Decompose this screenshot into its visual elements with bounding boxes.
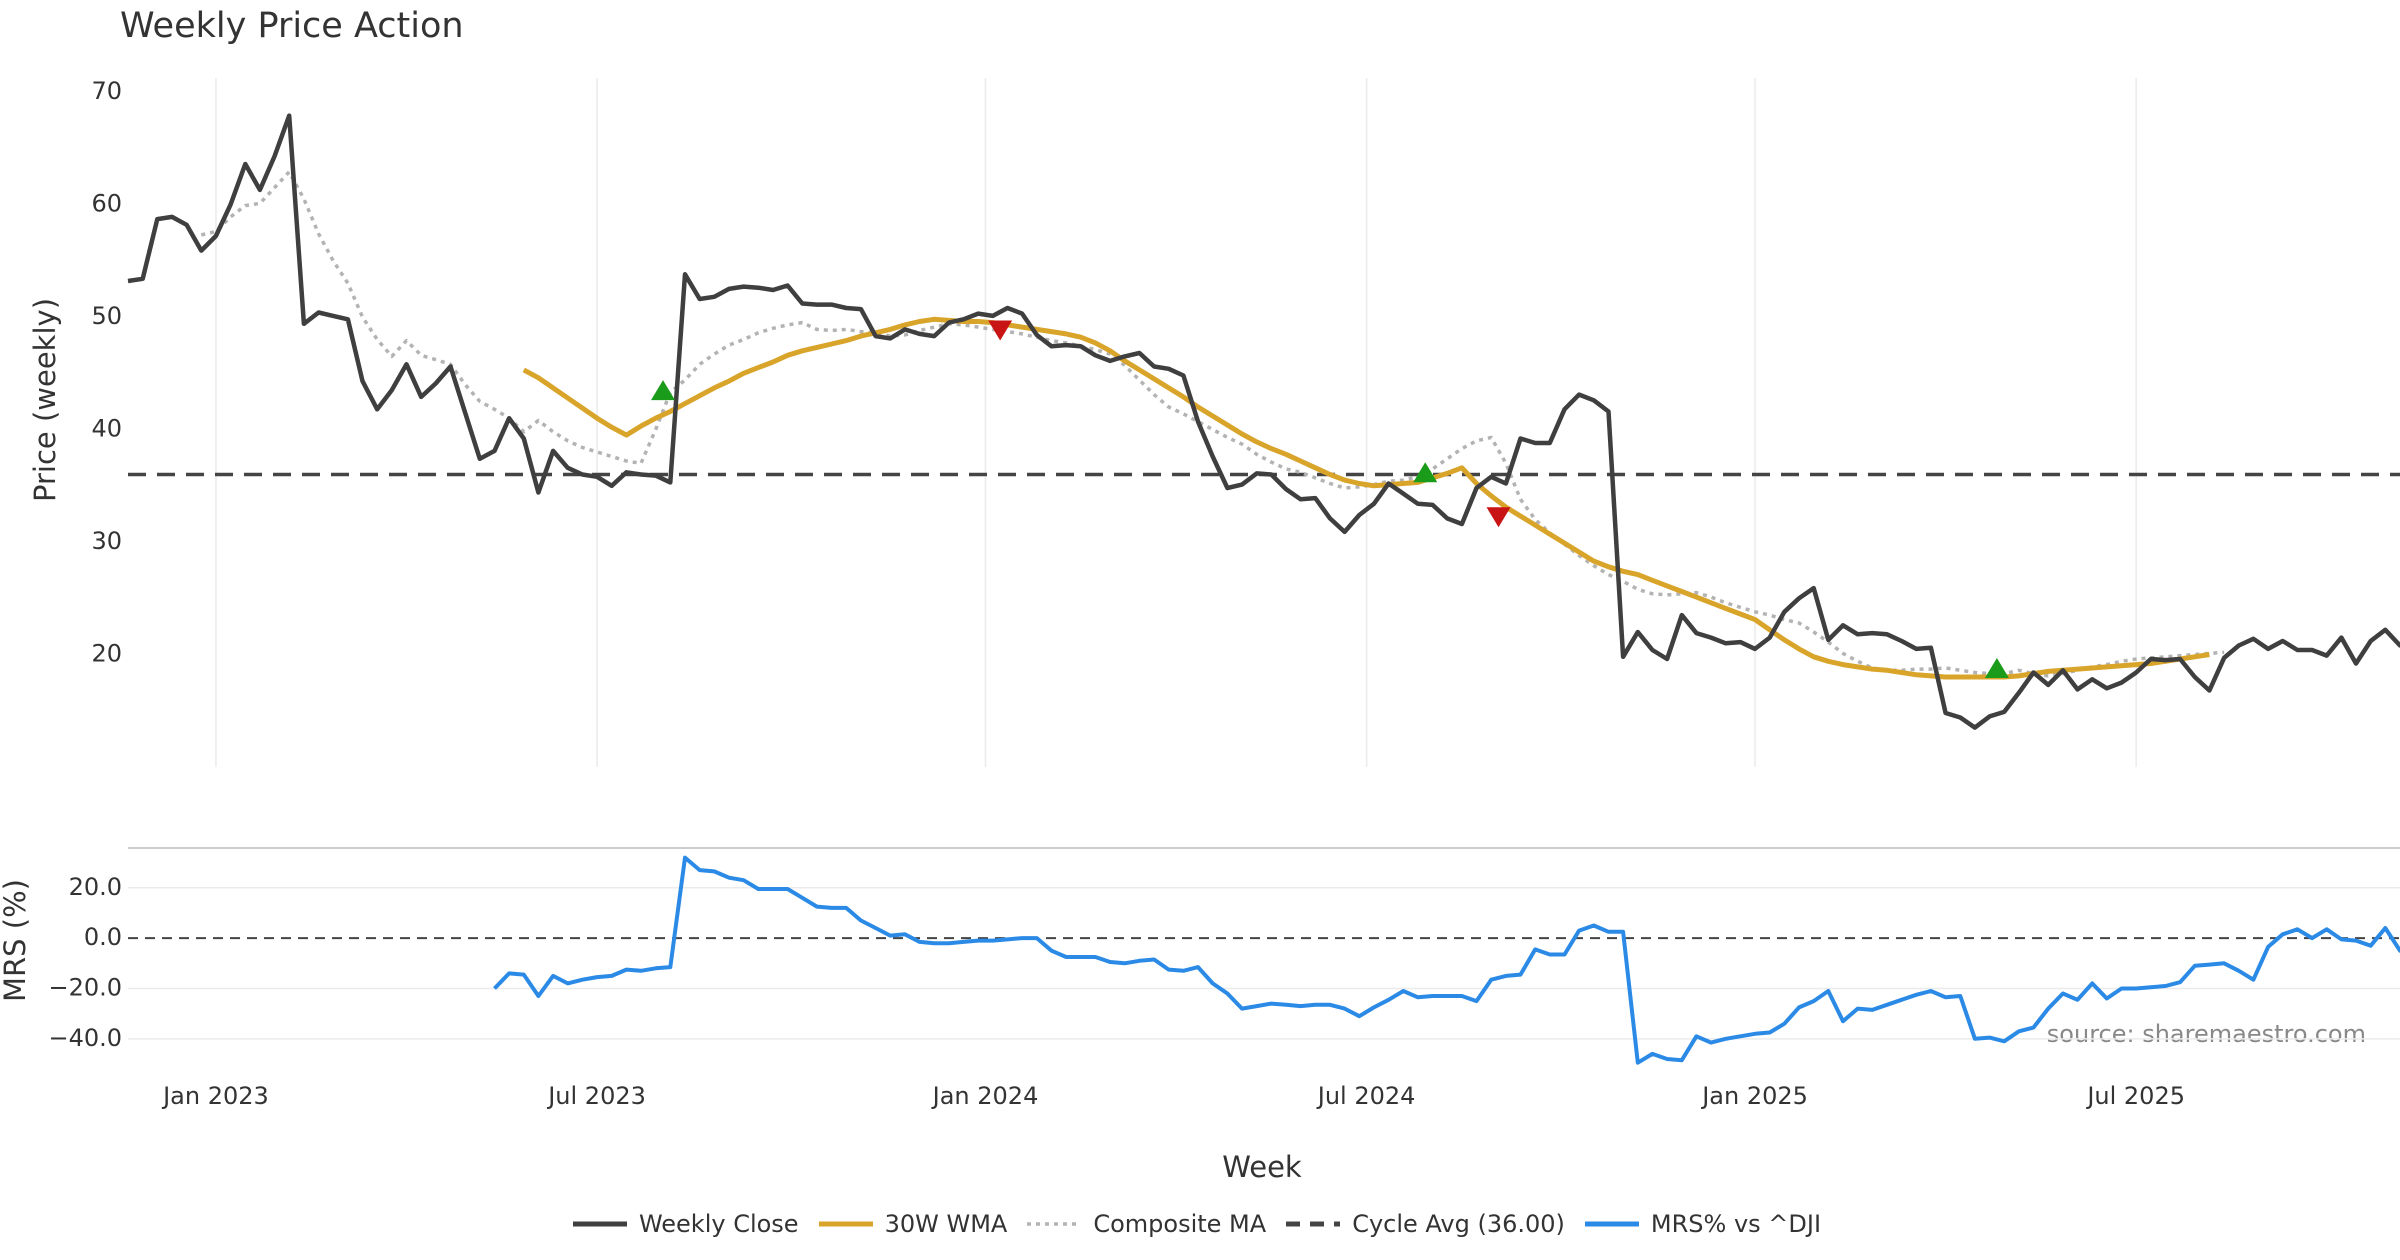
legend-label: Cycle Avg (36.00) bbox=[1352, 1210, 1565, 1238]
chart-title: Weekly Price Action bbox=[120, 6, 464, 46]
legend-label: MRS% vs ^DJI bbox=[1650, 1210, 1822, 1238]
mrs-y-tick-label: 0.0 bbox=[84, 923, 122, 951]
source-annotation: source: sharemaestro.com bbox=[2046, 1020, 2366, 1048]
series-line-close bbox=[127, 113, 2400, 730]
x-tick-label: Jan 2025 bbox=[1700, 1082, 1808, 1110]
price-y-tick-label: 30 bbox=[91, 527, 122, 555]
mrs-y-tick-label: −40.0 bbox=[48, 1024, 122, 1052]
mrs-y-tick-label: −20.0 bbox=[48, 973, 122, 1001]
buy-signal-marker bbox=[1413, 462, 1438, 483]
price-y-tick-label: 20 bbox=[91, 640, 122, 668]
legend-label: 30W WMA bbox=[884, 1210, 1008, 1238]
legend-item-wma: 30W WMA bbox=[817, 1210, 1008, 1238]
x-tick-label: Jul 2024 bbox=[1316, 1082, 1416, 1110]
legend-swatch-cycle bbox=[1286, 1221, 1341, 1227]
x-tick-label: Jan 2024 bbox=[931, 1082, 1039, 1110]
x-axis-title: Week bbox=[1222, 1150, 1302, 1184]
legend-swatch-close bbox=[572, 1221, 627, 1227]
legend-swatch-composite bbox=[1027, 1222, 1082, 1226]
legend-swatch-wma bbox=[818, 1221, 873, 1227]
legend-swatch-mrs bbox=[1584, 1221, 1639, 1227]
legend-item-composite: Composite MA bbox=[1025, 1210, 1266, 1238]
legend: Weekly Close 30W WMA Composite MA Cycle Avg… bbox=[0, 1210, 2400, 1238]
x-tick-label: Jul 2025 bbox=[2085, 1082, 2185, 1110]
buy-signal-marker bbox=[651, 380, 676, 401]
sell-signal-marker bbox=[1486, 507, 1511, 528]
x-tick-label: Jul 2023 bbox=[546, 1082, 646, 1110]
price-y-tick-label: 70 bbox=[91, 77, 122, 105]
series-line-mrs bbox=[493, 855, 2400, 1065]
x-tick-label: Jan 2023 bbox=[161, 1082, 269, 1110]
legend-item-cycle: Cycle Avg (36.00) bbox=[1284, 1210, 1565, 1238]
legend-label: Composite MA bbox=[1093, 1210, 1267, 1238]
price-y-tick-label: 50 bbox=[91, 302, 122, 330]
sell-signal-marker bbox=[988, 320, 1013, 341]
price-y-tick-label: 60 bbox=[91, 190, 122, 218]
legend-item-close: Weekly Close bbox=[571, 1210, 799, 1238]
price-y-tick-label: 40 bbox=[91, 415, 122, 443]
buy-signal-marker bbox=[1984, 658, 2009, 678]
legend-label: Weekly Close bbox=[638, 1210, 799, 1238]
legend-item-mrs: MRS% vs ^DJI bbox=[1583, 1210, 1821, 1238]
series-line-wma bbox=[522, 316, 2210, 680]
mrs-y-tick-label: 20.0 bbox=[69, 873, 122, 901]
